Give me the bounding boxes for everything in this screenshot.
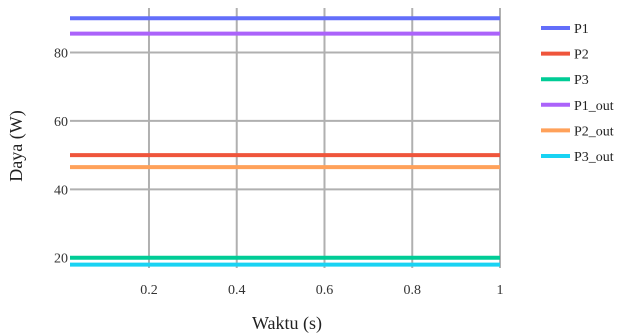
- legend-item-p1-out[interactable]: P1_out: [541, 99, 614, 114]
- y-tick-label: 80: [54, 46, 68, 61]
- series-lines: [70, 16, 500, 267]
- legend-item-p3-out[interactable]: P3_out: [541, 150, 614, 165]
- legend-item-p1[interactable]: P1: [541, 22, 589, 37]
- x-axis-title: Waktu (s): [252, 313, 322, 333]
- legend-item-p2[interactable]: P2: [541, 48, 589, 63]
- legend-item-p2-out[interactable]: P2_out: [541, 124, 614, 139]
- legend-label: P1_out: [574, 99, 614, 114]
- x-tick-label: 1: [497, 283, 504, 298]
- legend-label: P1: [574, 22, 589, 37]
- tick-labels: 0.2 0.4 0.6 0.8 1 20 40 60 80: [54, 46, 504, 298]
- y-tick-label: 20: [54, 252, 68, 267]
- x-tick-label: 0.6: [316, 283, 334, 298]
- legend-label: P2_out: [574, 124, 614, 139]
- x-tick-label: 0.2: [140, 283, 158, 298]
- legend: P1 P2 P3 P1_out P2_out P3_out: [541, 22, 614, 165]
- legend-label: P2: [574, 48, 589, 63]
- y-axis-title: Daya (W): [6, 110, 27, 181]
- legend-item-p3[interactable]: P3: [541, 73, 589, 88]
- legend-label: P3_out: [574, 150, 614, 165]
- legend-label: P3: [574, 73, 589, 88]
- y-tick-label: 40: [54, 183, 68, 198]
- grid: [70, 8, 501, 268]
- y-tick-label: 60: [54, 115, 68, 130]
- x-tick-label: 0.4: [228, 283, 246, 298]
- x-tick-label: 0.8: [403, 283, 421, 298]
